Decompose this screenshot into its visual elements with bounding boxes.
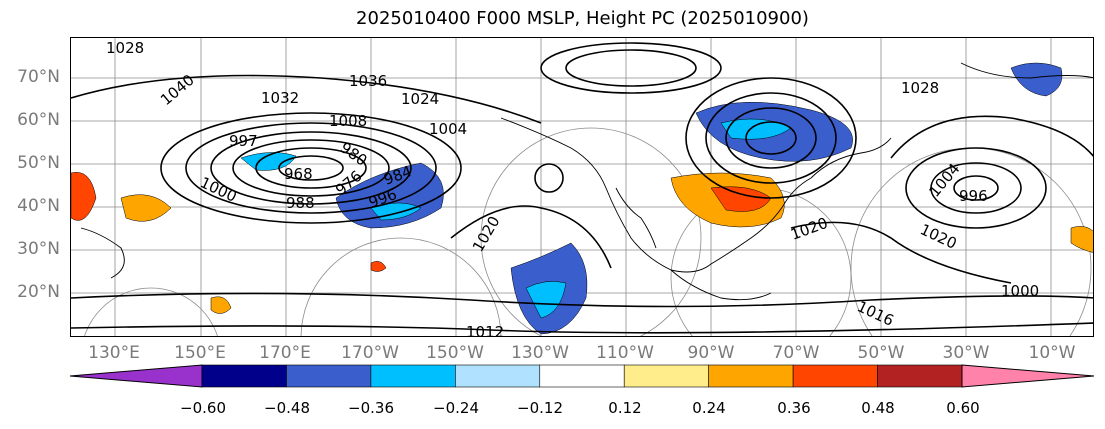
anomaly-shading: [71, 62, 1093, 335]
colorbar-tick-label: −0.12: [517, 399, 563, 417]
map-canvas: 1028 1040 1032 997 1008 1004 968 980 976…: [71, 38, 1093, 337]
lon-label-170e: 170°E: [259, 343, 311, 363]
colorbar-bin: [792, 364, 878, 388]
contour-label: 988: [286, 194, 315, 212]
colorbar-bin: [708, 364, 794, 388]
colorbar-tick-label: −0.60: [180, 399, 226, 417]
map-title: 2025010400 F000 MSLP, Height PC (2025010…: [356, 8, 809, 29]
lon-label-130e: 130°E: [88, 343, 140, 363]
contour-label: 1028: [901, 79, 939, 97]
contour-label: 1000: [1001, 282, 1039, 300]
colorbar-tick-label: −0.36: [348, 399, 394, 417]
lon-label-10w: 10°W: [1028, 343, 1076, 363]
lon-label-150w: 150°W: [426, 343, 484, 363]
lat-label-50n: 50°N: [17, 153, 60, 173]
lat-label-60n: 60°N: [17, 110, 60, 130]
colorbar-bin: [539, 364, 625, 388]
colorbar-bin: [623, 364, 709, 388]
contour-label: 1020: [788, 214, 830, 244]
lat-label-20n: 20°N: [17, 282, 60, 302]
lat-label-30n: 30°N: [17, 239, 60, 259]
contour-label: 1020: [469, 213, 504, 255]
contour-label: 1036: [349, 72, 387, 90]
contour-label: 996: [959, 187, 988, 205]
lon-label-50w: 50°W: [857, 343, 905, 363]
contour-label: 1024: [401, 90, 439, 108]
contour-label: 997: [229, 132, 258, 150]
lon-label-30w: 30°W: [942, 343, 990, 363]
colorbar-bin: [877, 364, 963, 388]
contour-label: 1012: [466, 323, 504, 337]
colorbar-bin: [370, 364, 456, 388]
lon-label-170w: 170°W: [341, 343, 399, 363]
lon-label-130w: 130°W: [511, 343, 569, 363]
colorbar-tick-label: 0.36: [777, 399, 811, 417]
lon-label-90w: 90°W: [687, 343, 735, 363]
colorbar-extend-high: [961, 364, 1095, 388]
colorbar-bin: [201, 364, 287, 388]
contour-label: 1000: [197, 173, 239, 205]
colorbar-tick-label: 0.48: [861, 399, 895, 417]
colorbar-tick-label: −0.24: [433, 399, 479, 417]
lat-label-70n: 70°N: [17, 67, 60, 87]
lon-label-70w: 70°W: [772, 343, 820, 363]
contour-label: 1040: [157, 71, 198, 109]
colorbar-bin: [286, 364, 372, 388]
contour-label: 1004: [429, 120, 467, 138]
colorbar-tick-label: −0.48: [264, 399, 310, 417]
lat-label-40n: 40°N: [17, 196, 60, 216]
coastlines: [80, 62, 1093, 301]
contour-label: 1032: [261, 89, 299, 107]
map-panel: 1028 1040 1032 997 1008 1004 968 980 976…: [70, 37, 1094, 337]
colorbar-tick-label: 0.60: [946, 399, 980, 417]
colorbar: [69, 364, 1095, 388]
contour-label: 1016: [854, 297, 896, 329]
mslp-contours: [71, 42, 1093, 334]
lon-label-150e: 150°E: [174, 343, 226, 363]
colorbar-bin: [455, 364, 541, 388]
colorbar-tick-label: 0.12: [608, 399, 642, 417]
colorbar-extend-low: [69, 364, 203, 388]
colorbar-tick-label: 0.24: [692, 399, 726, 417]
lon-label-110w: 110°W: [596, 343, 654, 363]
contour-label: 1008: [329, 112, 367, 130]
contour-label: 1028: [106, 39, 144, 57]
contour-label: 968: [284, 165, 313, 183]
